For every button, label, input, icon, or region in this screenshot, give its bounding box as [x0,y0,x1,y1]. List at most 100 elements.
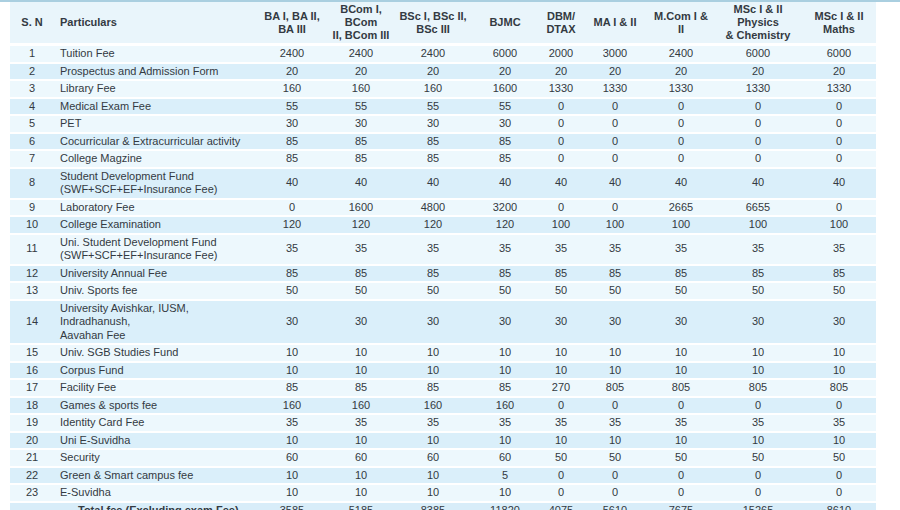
row-value: 100 [540,216,582,234]
row-value: 10 [326,484,396,502]
row-value: 10 [582,344,648,362]
row-particulars: E-Suvidha [54,484,258,502]
column-header-bsc: BSc I, BSc II, BSc III [396,2,470,45]
row-value: 55 [258,98,326,116]
row-value: 100 [802,216,876,234]
row-value: 10 [470,432,540,450]
row-value: 10 [540,344,582,362]
row-value: 20 [396,63,470,81]
row-value: 160 [258,80,326,98]
row-value: 85 [396,133,470,151]
row-value: 50 [540,449,582,467]
table-row: 9 Laboratory Fee 0 1600 4800 3200 0 0 26… [10,199,876,217]
row-particulars: Uni. Student Development Fund (SWF+SCF+E… [54,234,258,265]
row-value: 0 [258,199,326,217]
row-value: 30 [582,300,648,345]
row-value: 10 [540,362,582,380]
row-value: 10 [470,344,540,362]
row-particulars: Security [54,449,258,467]
row-value: 160 [470,397,540,415]
row-value: 160 [396,397,470,415]
row-value: 10 [714,362,802,380]
row-value: 0 [802,98,876,116]
row-value: 0 [582,150,648,168]
row-particulars: Medical Exam Fee [54,98,258,116]
total-value: 4075 [540,502,582,510]
row-particulars: Facility Fee [54,379,258,397]
row-value: 35 [258,414,326,432]
row-value: 0 [582,199,648,217]
row-value: 35 [326,234,396,265]
column-header-msc-maths: MSc I & II Maths [802,2,876,45]
row-value: 85 [714,265,802,283]
row-value: 6000 [714,45,802,63]
row-value: 4800 [396,199,470,217]
row-value: 2400 [396,45,470,63]
row-value: 85 [470,265,540,283]
row-value: 60 [470,449,540,467]
row-value: 0 [648,133,714,151]
row-value: 120 [396,216,470,234]
total-value: 7675 [648,502,714,510]
row-value: 100 [714,216,802,234]
row-value: 35 [714,234,802,265]
column-header-dbm-dtax: DBM/ DTAX [540,2,582,45]
row-serial: 16 [10,362,54,380]
column-header-sn: S. N [10,2,54,45]
row-particulars: College Examination [54,216,258,234]
row-value: 0 [648,98,714,116]
table-row: 16 Corpus Fund 10 10 10 10 10 10 10 10 1… [10,362,876,380]
row-value: 10 [396,344,470,362]
table-row: 14 University Avishkar, IUSM, Indradhanu… [10,300,876,345]
row-value: 10 [714,432,802,450]
row-value: 10 [582,362,648,380]
row-value: 0 [802,484,876,502]
row-value: 10 [582,432,648,450]
row-value: 10 [326,467,396,485]
total-row-label: Total fee (Excluding exam Fee) [54,502,258,510]
row-particulars: Prospectus and Admission Form [54,63,258,81]
row-value: 0 [582,467,648,485]
row-value: 85 [258,133,326,151]
row-serial: 22 [10,467,54,485]
row-value: 85 [396,265,470,283]
row-value: 10 [648,344,714,362]
row-value: 2000 [540,45,582,63]
row-value: 50 [582,449,648,467]
row-value: 35 [582,414,648,432]
row-value: 10 [540,432,582,450]
row-value: 10 [648,432,714,450]
row-value: 60 [258,449,326,467]
row-value: 160 [326,397,396,415]
row-value: 0 [648,150,714,168]
row-value: 0 [540,150,582,168]
total-value: 3585 [258,502,326,510]
row-value: 60 [396,449,470,467]
row-value: 85 [396,379,470,397]
row-value: 50 [258,282,326,300]
row-particulars: Library Fee [54,80,258,98]
row-value: 50 [802,282,876,300]
row-value: 55 [396,98,470,116]
row-value: 35 [648,234,714,265]
row-value: 10 [802,344,876,362]
row-value: 0 [802,199,876,217]
row-serial: 11 [10,234,54,265]
row-value: 10 [396,484,470,502]
row-value: 30 [396,115,470,133]
row-value: 10 [396,362,470,380]
row-value: 40 [396,168,470,199]
total-value: 5610 [582,502,648,510]
column-header-ba: BA I, BA II, BA III [258,2,326,45]
row-value: 40 [714,168,802,199]
table-row: 11 Uni. Student Development Fund (SWF+SC… [10,234,876,265]
column-header-bjmc: BJMC [470,2,540,45]
table-row: 19 Identity Card Fee 35 35 35 35 35 35 3… [10,414,876,432]
row-value: 20 [802,63,876,81]
row-particulars: Univ. Sports fee [54,282,258,300]
row-value: 805 [648,379,714,397]
row-serial: 18 [10,397,54,415]
row-serial: 23 [10,484,54,502]
row-value: 0 [714,484,802,502]
row-value: 10 [258,467,326,485]
